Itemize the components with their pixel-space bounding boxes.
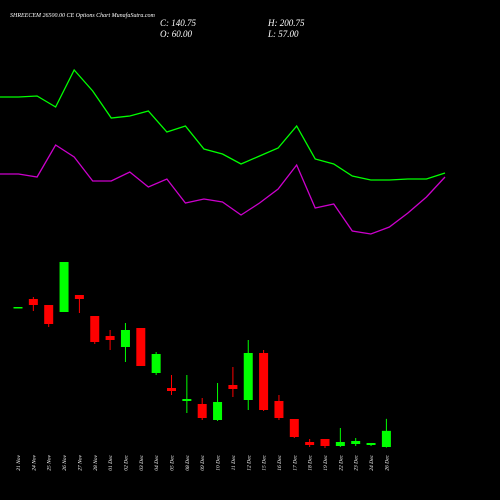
x-tick-label: 21 Nov: [16, 454, 22, 470]
x-tick-label: 09 Dec: [200, 454, 206, 470]
candle-body: [274, 401, 284, 418]
x-tick-label: 18 Dec: [308, 454, 314, 470]
x-tick-label: 02 Dec: [123, 454, 129, 470]
candle-body: [13, 307, 23, 309]
x-tick-label: 05 Dec: [170, 454, 176, 470]
open-label: O: 60.00: [160, 29, 192, 39]
candle-body: [197, 404, 207, 418]
x-tick-label: 11 Dec: [231, 454, 237, 470]
candle-body: [259, 353, 269, 410]
x-tick-label: 26 Nov: [62, 454, 68, 470]
x-tick-label: 26 Dec: [384, 454, 390, 470]
chart-title: SHREECEM 26500.00 CE Options Chart Munaf…: [10, 12, 155, 19]
candle-body: [74, 295, 84, 299]
x-tick-label: 22 Dec: [338, 454, 344, 470]
candle-body: [213, 402, 223, 420]
candle-body: [351, 441, 361, 444]
x-tick-label: 23 Dec: [354, 454, 360, 470]
x-tick-label: 04 Dec: [153, 454, 160, 470]
x-tick-label: 24 Dec: [368, 454, 375, 470]
low-label: L: 57.00: [267, 29, 299, 39]
x-tick-label: 01 Dec: [108, 454, 114, 470]
candle-body: [228, 385, 238, 389]
candle-body: [90, 316, 100, 342]
candle-body: [59, 262, 69, 312]
high-label: H: 200.75: [267, 18, 305, 28]
x-tick-label: 19 Dec: [323, 454, 329, 470]
line-series: [0, 68, 446, 181]
line-series: [0, 144, 446, 235]
x-tick-label: 25 Nov: [47, 454, 53, 470]
candle-body: [335, 442, 345, 446]
candle-body: [151, 354, 161, 373]
x-tick-label: 17 Dec: [292, 454, 298, 470]
x-tick-label: 15 Dec: [262, 454, 268, 470]
candle-body: [243, 353, 253, 400]
x-tick-label: 03 Dec: [139, 454, 145, 470]
close-label: C: 140.75: [160, 18, 197, 28]
x-tick-label: 12 Dec: [246, 454, 252, 470]
candle-body: [44, 305, 54, 324]
candle-body: [120, 330, 130, 347]
candle-body: [136, 328, 146, 366]
candle-body: [305, 442, 315, 445]
x-tick-label: 28 Nov: [93, 454, 99, 470]
candle-body: [28, 299, 38, 305]
x-tick-label: 10 Dec: [216, 454, 222, 470]
x-tick-label: 27 Nov: [77, 454, 83, 470]
candle-body: [366, 443, 376, 445]
candle-body: [167, 388, 176, 391]
candle-body: [320, 439, 330, 446]
x-tick-label: 24 Nov: [30, 454, 37, 470]
x-tick-label: 08 Dec: [185, 454, 191, 470]
candle-body: [105, 336, 115, 340]
candle-body: [381, 430, 391, 447]
candle-body: [289, 419, 299, 437]
x-tick-label: 16 Dec: [277, 454, 283, 470]
candle-body: [182, 399, 192, 401]
